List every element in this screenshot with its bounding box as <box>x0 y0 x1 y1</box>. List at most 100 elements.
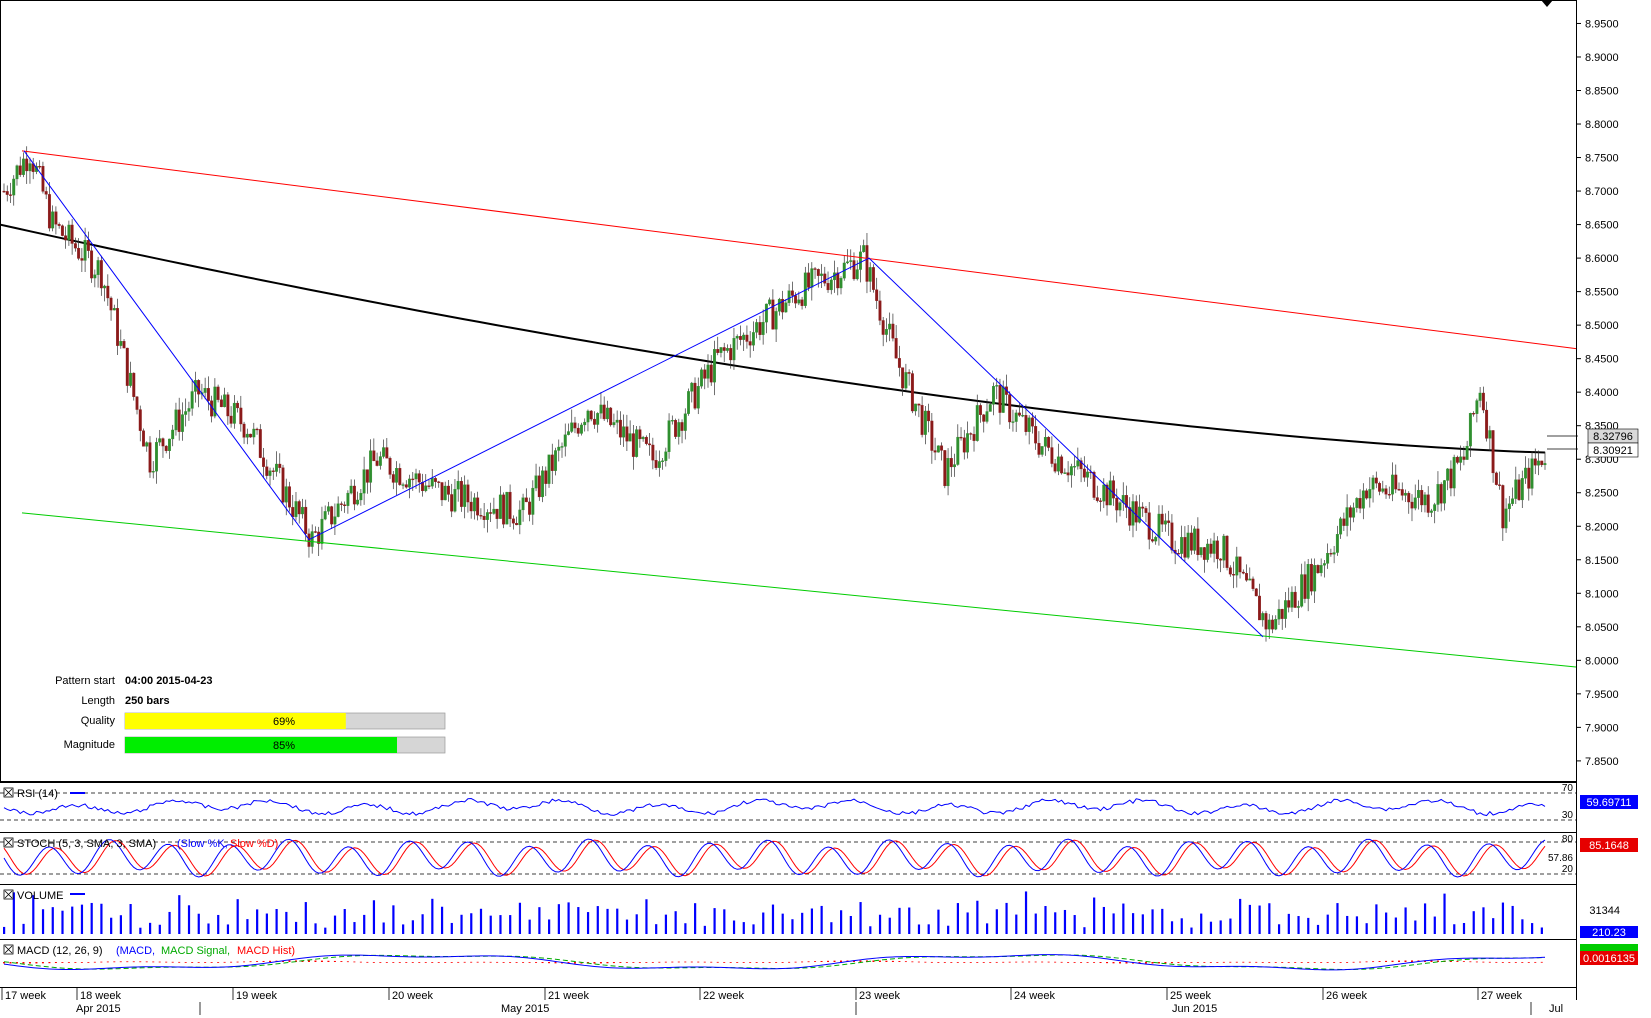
volume-bar <box>878 914 882 934</box>
candle-body <box>930 420 934 451</box>
volume-bar <box>304 902 307 934</box>
volume-bar <box>917 924 921 934</box>
volume-bar <box>1521 919 1524 934</box>
volume-bar <box>830 922 833 934</box>
candle-body <box>161 438 165 447</box>
macd-hist-bar <box>463 961 466 963</box>
macd-hist-bar <box>632 962 635 963</box>
macd-hist-bar <box>904 961 907 963</box>
candle-body <box>28 163 32 172</box>
candle-body <box>362 469 366 494</box>
volume-bar <box>61 910 64 934</box>
volume-bar <box>1093 897 1096 934</box>
volume-bar <box>586 912 590 934</box>
candle-body <box>112 308 116 311</box>
candle-body <box>365 469 369 483</box>
volume-bar <box>557 904 560 934</box>
macd-value: 0.0016135 <box>1583 953 1635 965</box>
macd-hist-bar <box>1080 962 1083 963</box>
candle-body <box>398 468 402 485</box>
scroll-down-icon[interactable] <box>1541 0 1553 7</box>
candle-body <box>443 485 447 501</box>
macd-hist-bar <box>327 960 330 962</box>
candle-body <box>508 491 512 519</box>
candle-body <box>103 285 107 289</box>
macd-hist-bar <box>1365 961 1368 963</box>
candle-body <box>1141 506 1145 509</box>
volume-bar <box>402 924 405 934</box>
candle-body <box>385 447 389 459</box>
candle-body <box>615 419 619 423</box>
volume-bar <box>1161 908 1164 934</box>
stoch-slow-k: (Slow %K, <box>177 838 228 850</box>
candle-body <box>229 415 233 424</box>
candle-body <box>262 457 265 467</box>
volume-bar <box>489 915 492 934</box>
volume-bar <box>450 922 453 934</box>
candle-body <box>1060 456 1064 474</box>
magnitude-label: Magnitude <box>64 739 115 751</box>
candle-body <box>1258 595 1261 621</box>
candle-body <box>784 302 788 313</box>
macd-hist-bar <box>833 960 836 962</box>
macd-hist-bar <box>165 961 168 963</box>
candle-body <box>1352 507 1356 518</box>
macd-hist-bar <box>1527 962 1530 963</box>
volume-bar <box>888 917 891 934</box>
support-line <box>21 512 1577 668</box>
macd-hist-bar <box>359 961 362 963</box>
volume-bar <box>606 908 609 934</box>
volume-bar <box>431 898 434 934</box>
volume-bar <box>139 927 142 934</box>
candle-body <box>313 531 317 533</box>
volume-bar <box>217 914 220 934</box>
volume-bar <box>1433 916 1436 934</box>
macd-hist-bar <box>496 961 499 963</box>
volume-bar <box>635 914 638 934</box>
candle-body <box>862 245 866 253</box>
macd-hist-bar <box>1093 962 1096 963</box>
macd-hist-bar <box>1378 961 1381 962</box>
candle-body <box>336 503 340 517</box>
price-tick-label-8: 8.5500 <box>1585 287 1619 299</box>
candle-body <box>109 297 113 311</box>
candle-body <box>1170 522 1174 551</box>
macd-hist-bar <box>989 962 992 963</box>
candle-body <box>550 454 554 471</box>
macd-hist-bar <box>353 961 356 963</box>
month-label-1: May 2015 <box>501 1003 549 1015</box>
candle-body <box>203 388 207 393</box>
macd-hist-bar <box>249 961 252 963</box>
candle-body <box>618 419 622 438</box>
volume-bar <box>1511 905 1514 934</box>
candle-body <box>764 303 768 323</box>
candle-body <box>434 478 437 482</box>
macd-hist-bar <box>1398 960 1401 962</box>
candle-body <box>1235 556 1239 576</box>
macd-hist-bar <box>1196 962 1199 963</box>
volume-bar <box>1482 907 1485 934</box>
candle-body <box>1277 608 1281 620</box>
macd-hist-bar <box>15 962 18 964</box>
candle-body <box>70 224 74 244</box>
volume-bar <box>703 925 706 934</box>
week-label-7: 24 week <box>1014 990 1055 1002</box>
macd-hist-bar <box>256 961 259 962</box>
candle-body <box>1215 540 1219 560</box>
macd-hist-bar <box>1410 960 1413 962</box>
candle-body <box>576 427 580 434</box>
candle-body <box>1452 456 1456 489</box>
macd-hist-bar <box>690 961 693 963</box>
macd-hist-bar <box>1002 961 1005 963</box>
candle-body <box>936 445 940 453</box>
candle-body <box>726 348 729 351</box>
candle-body <box>690 382 694 392</box>
candle-body <box>713 349 716 383</box>
candle-body <box>1423 494 1427 506</box>
macd-hist-bar <box>736 962 739 963</box>
candle-body <box>959 436 963 439</box>
candle-body <box>1186 532 1190 558</box>
candle-body <box>670 420 674 422</box>
candle-body <box>554 450 557 471</box>
